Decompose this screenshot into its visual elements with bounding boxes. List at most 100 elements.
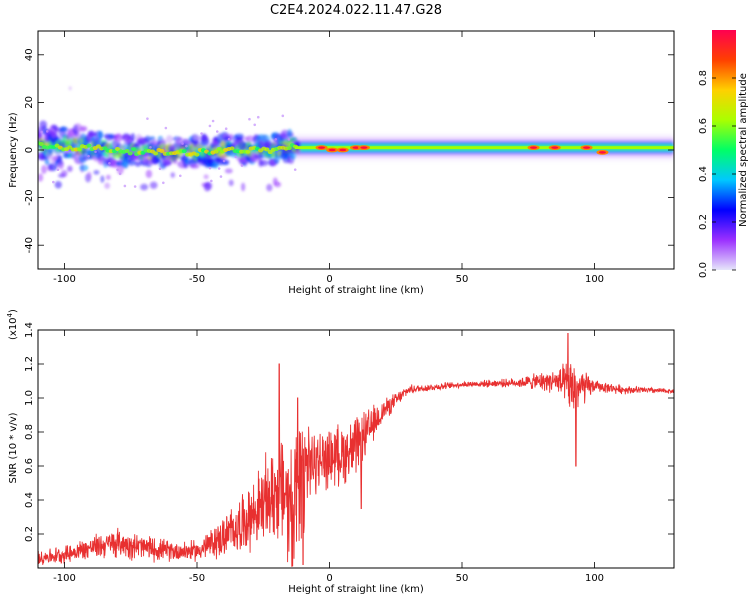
spectrogram-speck	[222, 159, 226, 163]
colorbar-gradient	[712, 30, 736, 270]
spectrogram-blob	[192, 135, 202, 142]
snr-axis-ticks: -100 -50 0 50 100 0.2 0.4 0.6 0.8 1.0 1.2 1.4	[24, 322, 674, 584]
snr-xlabel: Height of straight line (km)	[288, 584, 424, 595]
spectrogram-blob	[165, 135, 173, 144]
spectrogram-blob	[286, 128, 293, 139]
spectrogram-blob	[81, 148, 88, 156]
spectrogram-blob	[57, 160, 65, 170]
y-tick-label: 1.2	[24, 356, 35, 372]
spectrogram-blob	[38, 173, 44, 182]
spectrogram-core	[245, 149, 251, 154]
spectrogram-speck	[56, 168, 60, 172]
spectrogram-blob	[190, 164, 200, 169]
spectrogram-speck	[162, 181, 165, 185]
spectrogram-speck	[181, 142, 184, 145]
spectrogram-speck	[185, 144, 188, 148]
spectrogram-speck	[256, 115, 260, 119]
spectrogram-core	[229, 146, 235, 151]
spectrogram-xlabel: Height of straight line (km)	[288, 285, 424, 296]
spectrogram-blob	[58, 126, 69, 133]
spectrogram-speck	[240, 164, 244, 167]
spectrogram-blob	[149, 181, 158, 189]
spectrogram-blob	[100, 175, 105, 183]
spectrogram-blob	[54, 181, 62, 189]
spectrogram-ridge	[295, 146, 674, 150]
y-tick-label: 0	[24, 147, 35, 153]
spectrogram-blob	[241, 182, 246, 192]
y-tick-label: 0.2	[24, 526, 35, 542]
spectrogram-blob	[289, 151, 297, 160]
spectrogram-blob	[204, 181, 213, 190]
spectrogram-speck	[224, 127, 228, 131]
spectrogram-speck	[208, 166, 212, 170]
spectrogram-speck	[217, 167, 221, 170]
x-tick-label: -50	[189, 573, 205, 584]
spectrogram-hotspot-core	[583, 146, 591, 149]
spectrogram-speck	[210, 179, 213, 183]
spectrogram-blob	[149, 136, 156, 142]
spectrogram-core	[115, 146, 120, 151]
y-tick-label: -20	[24, 189, 35, 205]
spectrogram-blob	[145, 169, 153, 179]
spectrogram-speck	[108, 161, 111, 165]
spectrogram-hotspot-core	[598, 151, 606, 154]
spectrogram-blob	[245, 135, 256, 143]
spectrogram-speck	[253, 123, 257, 127]
spectrogram-blob	[234, 133, 245, 140]
spectrogram-panel: -100 -50 0 50 100 -40 -20 0 20 40 Height of strai…	[8, 30, 675, 296]
spectrogram-blob	[140, 183, 149, 191]
spectrogram-blob	[259, 159, 269, 166]
x-tick-label: -100	[53, 274, 76, 285]
spectrogram-blob	[170, 172, 175, 178]
y-tick-label: 0.6	[24, 458, 35, 474]
spectrogram-blob	[224, 168, 233, 174]
spectrogram-axis-ticks: -100 -50 0 50 100 -40 -20 0 20 40	[24, 31, 674, 285]
x-tick-label: 100	[585, 274, 604, 285]
spectrogram-speck	[281, 114, 285, 118]
spectrogram-hotspot-core	[328, 148, 336, 152]
svg-text:(x104): (x104)	[6, 309, 19, 340]
spectrogram-hotspot-core	[352, 146, 360, 149]
spectrogram-blob	[41, 165, 47, 174]
spectrogram-hotspot-core	[339, 148, 347, 152]
spectrogram-blob	[86, 171, 92, 180]
spectrogram-blob	[93, 170, 100, 175]
colorbar-tick-label: 0.4	[698, 166, 709, 182]
colorbar-tick-label: 0.2	[698, 214, 709, 230]
colorbar-tick-label: 0.0	[698, 262, 709, 278]
spectrogram-speck	[293, 168, 297, 171]
y-tick-label: 0.4	[24, 492, 35, 508]
y-tick-label: 1.4	[24, 322, 35, 338]
spectrogram-speck	[248, 117, 251, 121]
spectrogram-blob	[60, 169, 68, 177]
spectrogram-blob	[44, 157, 50, 166]
figure-title: C2E4.2024.022.11.47.G28	[270, 3, 442, 18]
spectrogram-heatmap	[38, 86, 674, 192]
spectrogram-speck	[227, 137, 231, 141]
spectrogram-core	[286, 146, 292, 151]
spectrogram-blob	[212, 160, 219, 169]
x-tick-label: -50	[189, 274, 205, 285]
spectrogram-speck	[146, 117, 149, 120]
spectrogram-blob	[134, 161, 142, 167]
x-tick-label: 100	[585, 573, 604, 584]
spectrogram-speck	[234, 155, 237, 159]
x-tick-label: 0	[326, 573, 332, 584]
spectrogram-blob	[105, 174, 111, 180]
spectrogram-core	[213, 149, 219, 154]
snr-multiplier-exponent: 4	[6, 312, 14, 317]
spectrogram-core	[264, 147, 270, 152]
spectrogram-core	[153, 151, 159, 156]
spectrogram-hotspot-core	[530, 146, 538, 149]
spectrogram-blob	[104, 182, 111, 189]
y-tick-label: 20	[24, 96, 35, 109]
spectrogram-core	[86, 143, 92, 148]
y-tick-label: 0.8	[24, 424, 35, 440]
spectrogram-blob	[48, 162, 58, 172]
colorbar-tick-label: 0.6	[698, 118, 709, 134]
spectrogram-blob	[97, 130, 104, 140]
spectrogram-blob	[68, 86, 72, 91]
spectrogram-speck	[215, 130, 219, 133]
spectrogram-blob	[163, 157, 173, 166]
x-tick-label: 0	[326, 274, 332, 285]
